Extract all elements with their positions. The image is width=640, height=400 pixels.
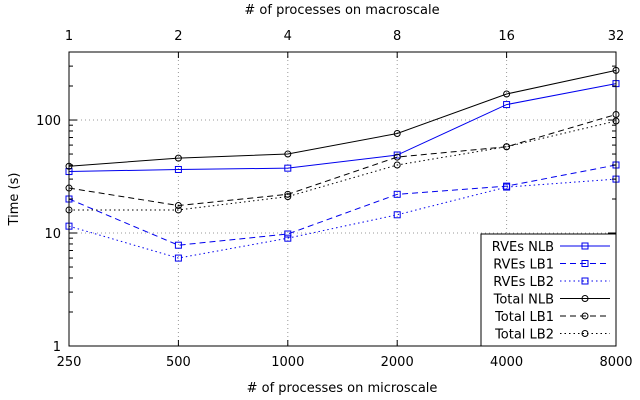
circle-marker [503, 90, 511, 98]
x2-tick-label: 16 [498, 29, 515, 44]
x-tick-label: 2000 [381, 355, 414, 370]
circle-marker [393, 161, 401, 169]
circle-marker [174, 202, 182, 210]
x2-tick-label: 32 [608, 29, 625, 44]
y-tick-label: 1 [53, 340, 61, 355]
circle-marker [581, 312, 589, 320]
x-tick-label: 1000 [271, 355, 304, 370]
series-line [68, 178, 617, 259]
square-marker [581, 260, 589, 267]
circle-marker [581, 295, 589, 302]
x2-tick-label: 4 [284, 29, 292, 44]
square-marker [393, 190, 401, 198]
square-marker [503, 183, 511, 191]
circle-marker [284, 190, 292, 198]
square-marker [174, 254, 182, 262]
series-line [68, 83, 617, 173]
y-axis-label: Time (s) [7, 173, 22, 227]
square-marker [393, 211, 401, 219]
circle-marker [581, 330, 589, 337]
series-line [68, 164, 617, 246]
legend-label: RVEs NLB [492, 240, 554, 255]
x2-tick-label: 8 [393, 29, 401, 44]
series-line [69, 120, 617, 211]
y-tick-label: 10 [44, 227, 61, 242]
x-tick-label: 4000 [490, 355, 523, 370]
x2-tick-label: 1 [65, 29, 73, 44]
square-marker [581, 277, 589, 285]
square-marker [284, 230, 292, 238]
circle-marker [284, 193, 292, 201]
x2-axis-label: # of processes on macroscale [244, 3, 439, 18]
series-line [68, 113, 617, 207]
legend-label: RVEs LB2 [493, 275, 554, 290]
legend-label: Total LB1 [494, 310, 554, 325]
circle-marker [393, 153, 401, 161]
x2-tick-label: 2 [174, 29, 182, 44]
circle-marker [174, 206, 182, 214]
circle-marker [393, 129, 401, 137]
x-tick-label: 8000 [599, 355, 632, 370]
legend-box [480, 233, 617, 347]
circle-marker [284, 150, 292, 158]
legend-label: Total LB2 [494, 328, 554, 343]
y-tick-label: 100 [36, 114, 61, 129]
square-marker [581, 242, 589, 250]
square-marker [174, 165, 182, 173]
legend: RVEs NLB RVEs LB1 RVEs LB2 Total NLB Total L… [480, 233, 617, 347]
series-line [68, 69, 617, 167]
circle-marker [503, 143, 511, 151]
circle-marker [174, 154, 182, 162]
legend-label: RVEs LB1 [493, 258, 554, 273]
square-marker [393, 151, 401, 159]
square-marker [174, 241, 182, 249]
x-tick-label: 500 [166, 355, 191, 370]
x-axis-label: # of processes on microscale [247, 381, 438, 396]
x-tick-label: 250 [57, 355, 82, 370]
square-marker [284, 164, 292, 172]
legend-label: Total NLB [493, 293, 554, 308]
series-layer [65, 66, 620, 262]
square-marker [503, 101, 511, 109]
square-marker [284, 234, 292, 242]
